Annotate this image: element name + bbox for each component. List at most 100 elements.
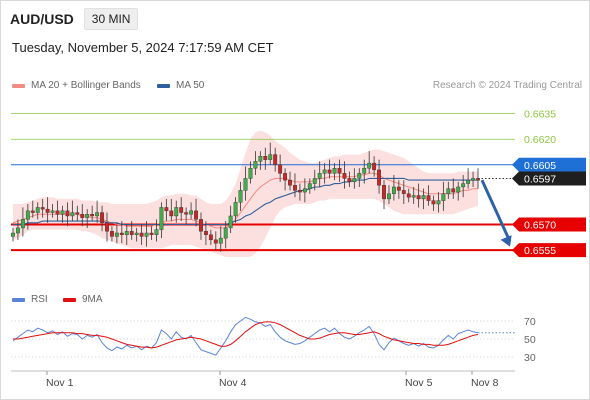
candle-body [154, 229, 159, 235]
candle-body [169, 210, 174, 217]
candle-body [100, 212, 104, 223]
candle-body [312, 178, 317, 184]
candle-body [129, 231, 134, 235]
last-price-tag [512, 171, 586, 186]
candle-body [20, 219, 25, 229]
candle-body [213, 239, 218, 244]
candle-body [357, 173, 362, 179]
candle-body [233, 202, 238, 217]
candle-body [332, 168, 337, 174]
candle-body [114, 232, 119, 237]
candle-body [441, 193, 446, 201]
level-label-0.6620: 0.6620 [524, 134, 556, 146]
legend-9ma: 9MA [63, 294, 103, 305]
x-tick-label-0: Nov 1 [46, 377, 74, 389]
timeframe-button[interactable]: 30 MIN [83, 8, 139, 30]
candle-body [401, 190, 406, 194]
level-tag-0.6605 [512, 157, 586, 172]
level-tag-0.6570 [512, 217, 586, 232]
candle-body [372, 162, 377, 171]
candle-body [105, 222, 109, 232]
candle-body [85, 214, 90, 218]
copyright-text: Research © 2024 Trading Central [432, 80, 582, 91]
legend-rsi: RSI [12, 294, 48, 305]
candle-body [35, 207, 40, 213]
candle-body [95, 212, 100, 217]
candle-body [194, 210, 198, 220]
candle-body [327, 169, 332, 174]
candle-body [65, 210, 70, 217]
candle-body [337, 168, 342, 174]
candle-body [322, 169, 327, 174]
candle-body [293, 185, 297, 191]
candle-body [218, 237, 223, 244]
candle-body [288, 179, 292, 186]
candle-body [362, 168, 367, 174]
candle-body [203, 231, 208, 235]
candle-body [377, 169, 381, 186]
candle-body [466, 179, 471, 184]
level-label-0.6605: 0.6605 [524, 160, 556, 172]
last-price-label: 0.6597 [524, 173, 556, 185]
legend-label-9ma: 9MA [82, 294, 103, 305]
chart-header: AUD/USD 30 MIN [10, 8, 139, 30]
candle-body [307, 183, 312, 189]
x-tick-label-3: Nov 8 [471, 377, 499, 389]
legend-ma50: MA 50 [157, 80, 204, 91]
ma9-swatch [63, 297, 76, 302]
candle-body [134, 232, 139, 235]
candle-body [164, 207, 169, 212]
candle-body [189, 210, 194, 215]
timestamp: Tuesday, November 5, 2024 7:17:59 AM CET [12, 40, 274, 55]
candle-body [60, 210, 65, 215]
candle-body [119, 232, 124, 235]
candle-body [352, 178, 357, 183]
candle-body [149, 232, 154, 235]
symbol-label: AUD/USD [10, 11, 74, 27]
candle-body [253, 161, 258, 169]
candle-body [184, 212, 189, 215]
candle-body [11, 232, 15, 237]
candle-body [263, 156, 268, 160]
level-label-0.6635: 0.6635 [524, 109, 556, 121]
candle-body [436, 200, 441, 205]
level-tag-0.6555 [512, 243, 586, 258]
x-tick-label-2: Nov 5 [405, 377, 433, 389]
candle-body [80, 214, 85, 218]
candle-body [278, 164, 283, 174]
candle-body [174, 207, 179, 217]
candle-body [110, 231, 114, 237]
candle-body [471, 178, 475, 181]
candle-body [387, 193, 391, 200]
ma50-swatch [157, 83, 170, 88]
candle-body [223, 227, 228, 239]
candle-body [302, 188, 307, 193]
forecast-arrow-head [500, 235, 512, 247]
rsi-level-label-30: 30 [524, 352, 536, 364]
ma50-line [13, 177, 478, 226]
candle-body [139, 232, 144, 237]
candle-body [461, 183, 466, 188]
candle-body [199, 219, 203, 232]
candle-body [421, 195, 426, 200]
candle-body [391, 186, 396, 194]
candle-body [446, 188, 451, 194]
candle-body [159, 207, 164, 230]
x-tick-label-1: Nov 4 [219, 377, 247, 389]
legend-label-rsi: RSI [31, 294, 48, 305]
candle-body [208, 234, 213, 241]
rsi-line [12, 316, 479, 356]
candle-body [75, 212, 80, 215]
candle-body [50, 210, 55, 213]
legend-label-ma20: MA 20 + Bollinger Bands [31, 80, 141, 91]
candle-body [55, 210, 60, 215]
candle-body [30, 210, 35, 213]
candle-body [70, 212, 75, 217]
rsi-level-label-50: 50 [524, 334, 536, 346]
candle-body [228, 215, 233, 229]
candle-body [416, 195, 421, 200]
candle-body [382, 185, 386, 200]
candle-body [451, 188, 456, 193]
candle-body [456, 186, 461, 193]
